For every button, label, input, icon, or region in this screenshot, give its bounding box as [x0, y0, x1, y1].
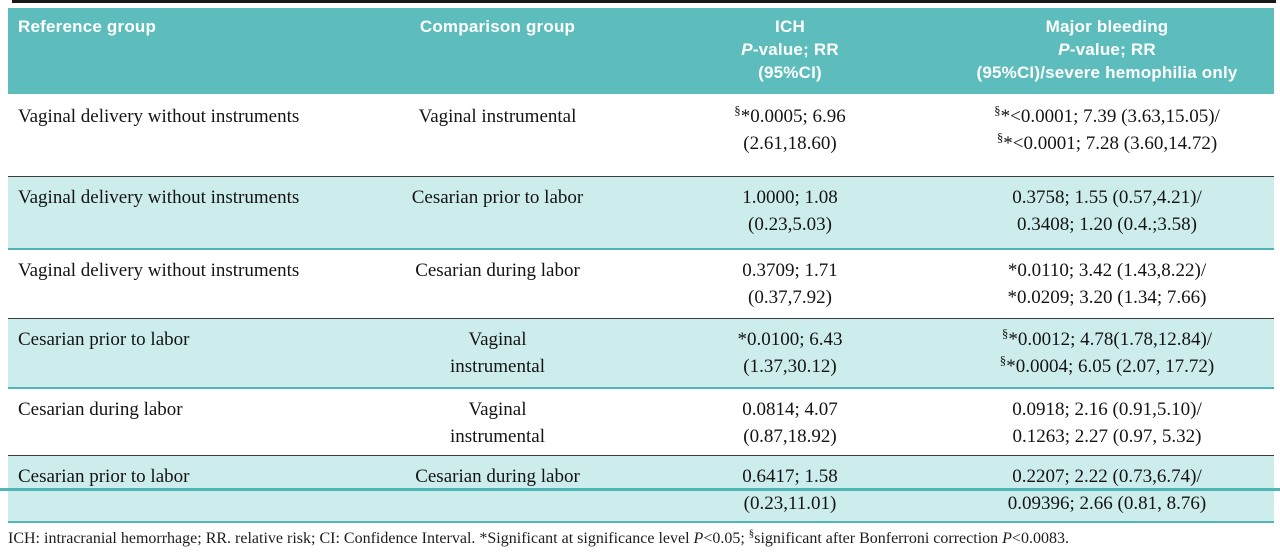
- table-row: Vaginal delivery without instruments Vag…: [8, 94, 1274, 177]
- comparison-table: Reference group Comparison group ICH P-v…: [8, 8, 1274, 523]
- table-header-row: Reference group Comparison group ICH P-v…: [8, 8, 1274, 94]
- comparison-group-cell: Vaginal instrumental: [450, 399, 545, 447]
- bottom-rule: [0, 488, 1280, 491]
- ich-value-cell: *0.0100; 6.43 (1.37,30.12): [640, 318, 940, 389]
- header-ich-ci: (95%CI): [758, 63, 822, 82]
- ich-value-cell: 0.3709; 1.71 (0.37,7.92): [742, 260, 838, 308]
- reference-group-cell: Vaginal delivery without instruments: [18, 260, 300, 281]
- reference-group-cell: Vaginal delivery without instruments: [8, 176, 355, 250]
- table-row: Vaginal delivery without instruments Ces…: [8, 176, 1274, 250]
- comparison-group-cell: Cesarian prior to labor: [355, 176, 640, 250]
- ich-value-cell: 0.0814; 4.07 (0.87,18.92): [742, 399, 838, 447]
- table-row: Cesarian during labor Vaginal instrumenta…: [8, 388, 1274, 456]
- header-reference-group: Reference group: [8, 8, 355, 94]
- major-bleeding-value-cell: *0.0110; 3.42 (1.43,8.22)/ *0.0209; 3.20…: [1007, 260, 1207, 308]
- major-bleeding-value-cell: 0.3758; 1.55 (0.57,4.21)/ 0.3408; 1.20 (…: [940, 176, 1274, 250]
- major-bleeding-value-cell: 0.0918; 2.16 (0.91,5.10)/ 0.1263; 2.27 (…: [1012, 399, 1202, 447]
- header-ich-pvalue: P-value; RR: [741, 40, 839, 59]
- table-row: Vaginal delivery without instruments Ces…: [8, 249, 1274, 319]
- header-major-title: Major bleeding: [1045, 17, 1169, 36]
- comparison-group-cell: Cesarian during labor: [415, 260, 580, 281]
- reference-group-cell: Cesarian prior to labor: [8, 318, 355, 389]
- major-bleeding-value-cell: §*<0.0001; 7.39 (3.63,15.05)/ §*<0.0001;…: [994, 102, 1220, 154]
- header-major-pvalue: P-value; RR: [1058, 40, 1156, 59]
- top-rule: [12, 0, 1276, 3]
- reference-group-cell: Vaginal delivery without instruments: [18, 106, 300, 127]
- ich-value-cell: 1.0000; 1.08 (0.23,5.03): [640, 176, 940, 250]
- header-comparison-group: Comparison group: [355, 8, 640, 94]
- reference-group-cell: Cesarian during labor: [18, 399, 183, 420]
- header-ich-title: ICH: [775, 17, 805, 36]
- ich-value-cell: §*0.0005; 6.96 (2.61,18.60): [734, 102, 846, 154]
- table-footnote: ICH: intracranial hemorrhage; RR. relati…: [8, 527, 1069, 547]
- table-row: Cesarian prior to labor Vaginal instrumen…: [8, 318, 1274, 389]
- major-bleeding-value-cell: §*0.0012; 4.78(1.78,12.84)/ §*0.0004; 6.…: [940, 318, 1274, 389]
- header-major-ci: (95%CI)/severe hemophilia only: [976, 63, 1238, 82]
- comparison-group-cell: Vaginal instrumental: [418, 106, 577, 127]
- header-major-bleeding: Major bleeding P-value; RR (95%CI)/sever…: [940, 8, 1274, 94]
- comparison-group-cell: Vaginal instrumental: [355, 318, 640, 389]
- header-ich: ICH P-value; RR (95%CI): [640, 8, 940, 94]
